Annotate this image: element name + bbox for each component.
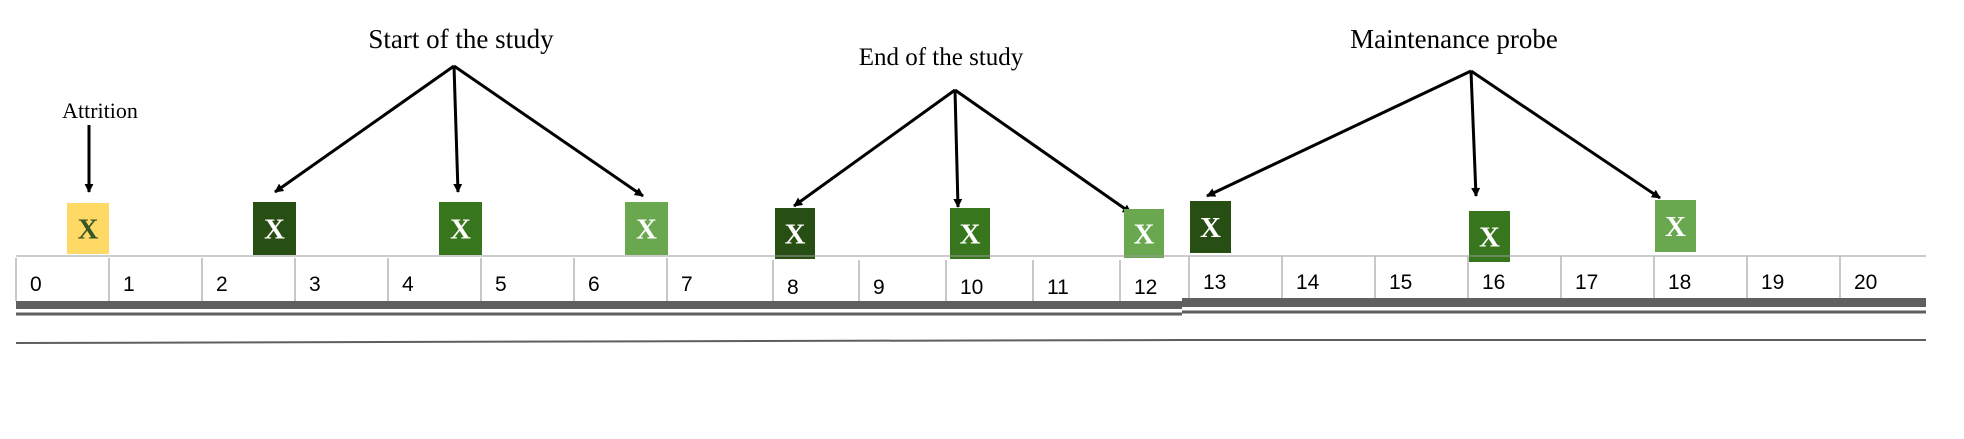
maintenance-arrow-1 <box>1206 69 1472 198</box>
end-arrow-1 <box>793 88 956 208</box>
timeline-bar-2 <box>757 301 1182 309</box>
timeline-tick-label: 2 <box>216 273 228 296</box>
timeline-tick-label: 5 <box>495 273 507 296</box>
timeline-tick-label: 3 <box>309 273 321 296</box>
timeline-bottom-line-2 <box>756 339 1183 342</box>
maintenance-marker-1: X <box>1190 201 1231 253</box>
session-timeline: 0 1 2 3 4 5 6 7 8 9 10 11 12 13 14 15 16 17 18 19 20 <box>15 255 1926 344</box>
attrition-label: Attrition <box>62 98 138 123</box>
marker-label: X <box>264 214 285 246</box>
maintenance-arrow-2 <box>1469 70 1481 197</box>
marker-box <box>775 208 815 259</box>
maintenance-marker-3: X <box>1655 200 1696 252</box>
end-marker-1: X <box>775 208 815 259</box>
maintenance-marker-2: X <box>1469 211 1510 262</box>
marker-box <box>1124 209 1164 258</box>
marker-label: X <box>1479 222 1500 254</box>
marker-box <box>950 208 990 259</box>
timeline-tick-label: 17 <box>1575 271 1598 294</box>
timeline-tick-label: 4 <box>402 273 414 296</box>
marker-label: X <box>450 214 471 246</box>
timeline-bar-1 <box>16 301 757 309</box>
end-label: End of the study <box>859 44 1024 71</box>
marker-box <box>439 202 482 255</box>
start-arrow-3 <box>453 64 644 198</box>
end-marker-2: X <box>950 208 990 259</box>
marker-box <box>1469 211 1510 262</box>
timeline-tick-label: 9 <box>873 276 885 299</box>
timeline-tick-label: 16 <box>1482 271 1505 294</box>
timeline-bar-3 <box>1182 298 1926 307</box>
marker-box <box>625 202 668 255</box>
marker-label: X <box>960 219 981 251</box>
timeline-tick-label: 12 <box>1134 276 1157 299</box>
marker-label: X <box>1200 212 1221 244</box>
timeline-ticks: 0 1 2 3 4 5 6 7 8 9 10 11 12 13 14 15 16 17 18 19 20 <box>15 256 1877 301</box>
marker-box <box>1655 200 1696 252</box>
marker-label: X <box>1134 219 1155 251</box>
timeline-tick-label: 14 <box>1296 271 1320 294</box>
timeline-tick-label: 0 <box>30 273 42 296</box>
marker-box <box>1190 201 1231 253</box>
start-marker-2: X <box>439 202 482 255</box>
end-arrow-2 <box>953 89 963 208</box>
end-arrow-3 <box>954 88 1132 215</box>
end-marker-3: X <box>1124 209 1164 258</box>
timeline-tick-label: 8 <box>787 276 799 299</box>
marker-label: X <box>78 214 99 246</box>
start-arrow-2 <box>452 65 463 193</box>
timeline-tick-label: 15 <box>1389 271 1412 294</box>
start-marker-1: X <box>253 202 296 255</box>
timeline-tick-label: 11 <box>1047 276 1069 299</box>
timeline-tick-label: 20 <box>1854 271 1877 294</box>
timeline-tick-label: 10 <box>960 276 983 299</box>
marker-label: X <box>1665 211 1686 243</box>
arrows <box>84 64 1661 215</box>
marker-label: X <box>785 219 806 251</box>
timeline-tick-label: 6 <box>588 273 600 296</box>
timeline-tick-label: 19 <box>1761 271 1784 294</box>
marker-box <box>67 203 109 254</box>
timeline-bottom-line-1 <box>15 340 758 344</box>
maintenance-label: Maintenance probe <box>1350 24 1558 54</box>
start-arrow-1 <box>274 64 455 194</box>
start-marker-3: X <box>625 202 668 255</box>
timeline-tick-label: 7 <box>681 273 693 296</box>
start-label: Start of the study <box>368 24 554 54</box>
timeline-tick-label: 13 <box>1203 271 1226 294</box>
marker-box <box>253 202 296 255</box>
attrition-marker: X <box>67 203 109 254</box>
timeline-tick-label: 18 <box>1668 271 1691 294</box>
marker-label: X <box>636 214 657 246</box>
timeline-tick-label: 1 <box>123 273 135 296</box>
maintenance-arrow-3 <box>1470 69 1661 200</box>
